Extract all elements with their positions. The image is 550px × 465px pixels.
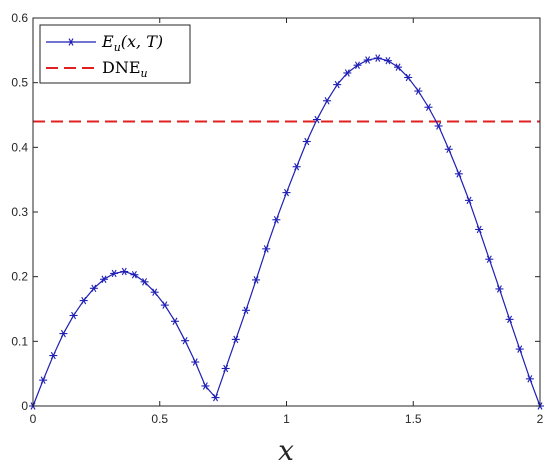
data-point-marker [525, 375, 534, 383]
legend-series-label-main: E [101, 32, 114, 51]
data-point-marker [434, 122, 443, 130]
y-tick-label: 0.2 [11, 270, 28, 284]
data-point-marker [495, 285, 504, 293]
legend-reference-label-main: DNE [102, 58, 141, 77]
data-point-marker [414, 87, 423, 95]
y-tick-label: 0.1 [11, 334, 28, 348]
data-point-marker [39, 376, 48, 384]
data-point-marker [424, 103, 433, 111]
data-point-marker [130, 270, 139, 279]
data-point-marker [252, 276, 261, 284]
data-point-marker [475, 225, 484, 234]
data-point-marker [89, 284, 98, 293]
data-point-marker [343, 69, 352, 77]
data-point-marker [515, 345, 524, 353]
data-point-marker [444, 145, 453, 154]
y-tick-label: 0.5 [11, 76, 28, 90]
x-tick-label: 2 [537, 412, 544, 426]
legend-reference-label: DNEu [102, 58, 148, 80]
legend-series-label: Eu(x, T) [101, 32, 163, 54]
data-point-marker [262, 245, 271, 253]
data-point-marker [221, 364, 230, 373]
plot-frame [32, 17, 541, 407]
data-point-marker [454, 170, 463, 178]
data-point-marker [170, 317, 179, 326]
data-point-marker [150, 288, 159, 296]
error-curve-markers [29, 54, 544, 410]
data-point-marker [282, 188, 291, 197]
legend: Eu(x, T) DNEu [39, 24, 191, 84]
data-point-marker [363, 56, 372, 64]
data-point-marker [383, 56, 392, 65]
y-tick-label: 0.3 [11, 205, 28, 219]
data-point-marker [181, 336, 190, 345]
data-point-marker [79, 296, 88, 305]
x-tick-label: 1 [283, 412, 290, 426]
data-point-marker [99, 275, 108, 283]
data-point-marker [120, 267, 129, 276]
data-point-marker [211, 393, 220, 402]
data-point-marker [292, 162, 301, 171]
data-point-marker [272, 216, 281, 224]
data-point-marker [49, 351, 58, 360]
data-point-marker [333, 80, 342, 89]
data-point-marker [110, 269, 119, 278]
data-point-marker [505, 315, 514, 324]
x-tick-label: 1.5 [405, 412, 422, 426]
data-point-marker [140, 278, 149, 286]
legend-series-label-args: (x, T) [121, 32, 163, 51]
data-point-marker [302, 137, 311, 146]
data-point-marker [312, 115, 321, 124]
y-tick-label: 0.6 [11, 11, 28, 25]
x-axis-label: x [278, 434, 294, 465]
legend-asterisk-icon [67, 38, 75, 46]
data-point-marker [404, 73, 413, 82]
data-point-marker [373, 54, 382, 62]
legend-series-label-sub: u [114, 41, 121, 54]
data-point-marker [485, 255, 494, 263]
data-point-marker [465, 196, 474, 205]
legend-series-marker [67, 38, 75, 46]
data-point-marker [231, 335, 240, 344]
axis-tick-labels: 0 0.5 1 1.5 2 0 0.1 0.2 0.3 0.4 0.5 0.6 [11, 11, 543, 426]
data-point-marker [160, 301, 169, 309]
data-point-marker [59, 329, 68, 338]
data-point-marker [241, 306, 250, 315]
x-tick-label: 0.5 [151, 412, 168, 426]
legend-reference-label-sub: u [141, 67, 148, 80]
legend-box [39, 24, 191, 84]
y-tick-label: 0 [21, 399, 28, 413]
x-tick-label: 0 [30, 412, 37, 426]
data-point-marker [69, 311, 78, 320]
data-point-marker [201, 382, 210, 390]
data-point-marker [394, 63, 403, 71]
y-tick-label: 0.4 [11, 140, 28, 154]
data-point-marker [353, 61, 362, 69]
data-point-marker [191, 358, 200, 366]
data-point-marker [323, 97, 332, 105]
